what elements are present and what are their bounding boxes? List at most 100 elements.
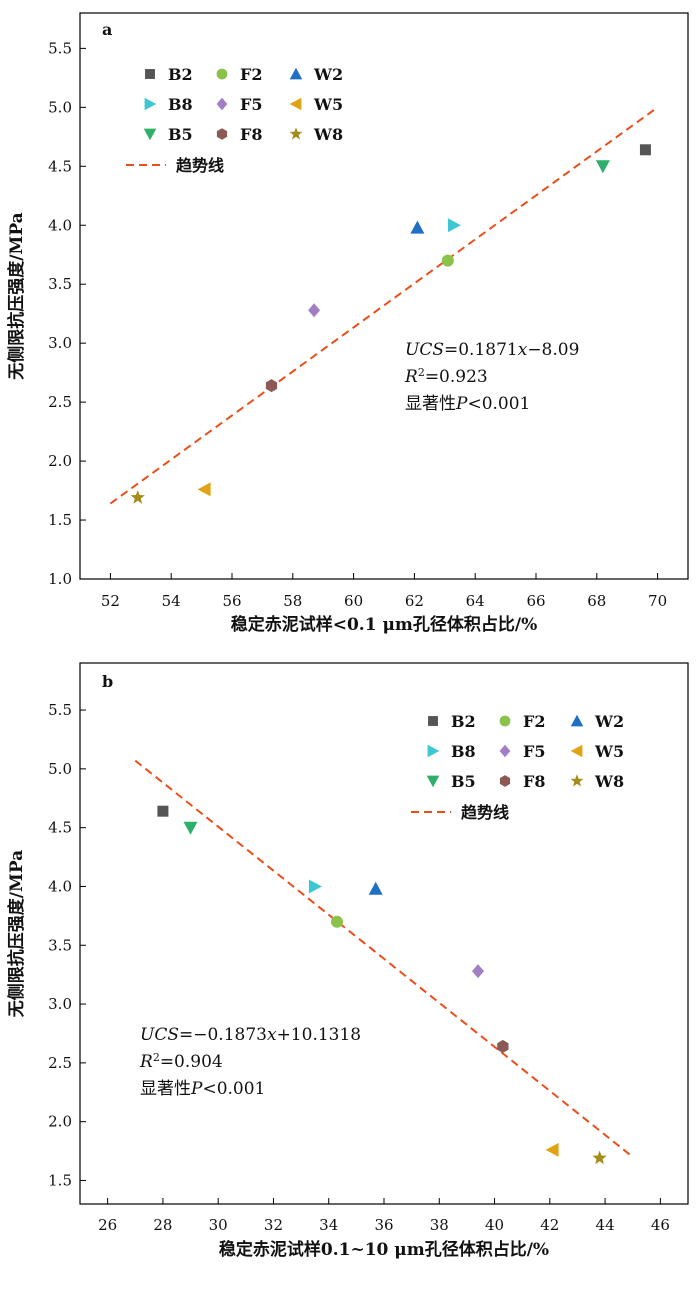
legend-marker-b2 [145,69,155,79]
legend-marker-w2 [570,714,584,727]
legend-label: B2 [168,65,193,84]
y-tick-label: 5.5 [48,39,72,57]
chart-panel-a: 52 54 56 58 60 62 64 66 68 70 1.0 1.5 2.0 2.5 3.0 3.5 4.… [6,12,689,635]
data-point-f5 [308,303,321,318]
data-point-w5 [197,482,211,497]
y-tick-label: 2.0 [48,452,72,470]
legend-marker-b8 [144,97,157,111]
x-tick-label: 56 [222,592,241,610]
legend-marker-w5 [570,744,583,758]
legend-label: B5 [168,125,193,144]
legend-label: B8 [451,742,476,761]
data-point-w8 [130,490,145,504]
legend-label: B2 [451,712,476,731]
x-tick-label: 44 [596,1216,615,1234]
x-tick-label: 62 [405,592,424,610]
data-point-b8 [447,218,461,233]
legend-marker-f5 [499,744,511,758]
y-tick-label: 5.5 [48,701,72,719]
panel-letter: b [102,672,113,691]
legend-label: W2 [594,712,624,731]
y-tick-label: 2.5 [48,393,72,411]
x-tick-label: 66 [526,592,545,610]
y-axis-label: 无侧限抗压强度/MPa [6,212,27,380]
y-tick-label: 4.5 [48,157,72,175]
y-tick-label: 1.5 [48,1171,72,1189]
data-point-b5 [183,821,198,835]
legend-marker-f8 [216,128,228,140]
data-point-b2 [639,144,651,156]
legend-marker-b5 [426,775,440,788]
legend-marker-w5 [289,97,302,111]
x-tick-label: 64 [466,592,485,610]
data-point-f5 [472,964,484,979]
legend-label: F8 [240,125,263,144]
legend-label: W8 [313,125,343,144]
data-point-w5 [545,1142,559,1157]
legend-label: F5 [240,95,263,114]
y-tick-label: 5.0 [48,760,72,778]
y-tick-label: 3.0 [48,995,72,1013]
legend: B2 F2 W2 B8 F5 W5 B5 F8 W8 趋势线 [126,65,343,175]
y-tick-label: 2.0 [48,1113,72,1131]
legend: B2 F2 W2 B8 F5 W5 B5 F8 W8 趋势线 [411,712,624,822]
data-point-w8 [592,1150,607,1165]
x-tick-label: 34 [319,1216,338,1234]
legend-marker-w8 [570,774,584,787]
significance-text: 显著性P<0.001 [140,1079,265,1099]
regression-annotation: UCS=−0.1873x+10.1318 R2=0.904 显著性P<0.001 [139,1025,361,1099]
legend-trend-label: 趋势线 [176,156,224,175]
legend-trend-label: 趋势线 [461,803,509,822]
legend-marker-b8 [427,744,440,758]
significance-text: 显著性P<0.001 [405,394,530,414]
x-tick-label: 40 [485,1216,504,1234]
x-tick-label: 52 [101,592,120,610]
chart-panel-b: 26 28 30 32 34 36 38 40 42 44 46 1.5 2.0 2.5 3.0 3.5 4.0… [6,662,689,1260]
y-tick-label: 4.0 [48,216,72,234]
y-tick-label: 1.0 [48,570,72,588]
y-tick-label: 3.5 [48,936,72,954]
x-tick-label: 54 [162,592,181,610]
legend-marker-f8 [499,775,511,787]
legend-label: W2 [313,65,343,84]
data-point-f8 [265,379,278,393]
x-tick-label: 42 [540,1216,559,1234]
x-tick-label: 28 [153,1216,172,1234]
legend-marker-b2 [428,716,438,726]
legend-label: B5 [451,772,476,791]
legend-label: F2 [240,65,263,84]
x-tick-label: 38 [430,1216,449,1234]
legend-label: F2 [523,712,546,731]
panel-letter: a [102,20,112,39]
trend-line [134,759,634,1158]
x-tick-label: 26 [98,1216,117,1234]
legend-marker-f5 [216,97,228,111]
data-point-f2 [441,254,454,267]
trend-line [109,106,659,505]
legend-label: B8 [168,95,193,114]
x-tick-label: 36 [374,1216,393,1234]
y-tick-label: 1.5 [48,511,72,529]
data-point-b5 [595,160,610,174]
y-tick-label: 4.5 [48,819,72,837]
x-tick-label: 32 [264,1216,283,1234]
y-tick-label: 2.5 [48,1054,72,1072]
r-squared-text: R2=0.904 [139,1051,223,1073]
data-point-f8 [497,1039,509,1053]
x-tick-label: 58 [283,592,302,610]
data-point-f2 [331,915,344,928]
y-axis-label: 无侧限抗压强度/MPa [6,850,27,1018]
legend-marker-b5 [143,128,157,141]
legend-label: W5 [594,742,624,761]
x-axis-label: 稳定赤泥试样0.1~10 μm孔径体积占比/% [219,1239,549,1260]
x-tick-label: 46 [651,1216,670,1234]
y-tick-label: 4.0 [48,877,72,895]
r-squared-text: R2=0.923 [404,366,488,388]
x-tick-label: 30 [209,1216,228,1234]
data-point-b2 [157,805,169,817]
data-point-w2 [410,220,425,234]
regression-annotation: UCS=0.1871x−8.09 R2=0.923 显著性P<0.001 [404,340,579,414]
plot-frame [79,12,689,580]
x-axis-label: 稳定赤泥试样<0.1 μm孔径体积占比/% [231,614,538,635]
